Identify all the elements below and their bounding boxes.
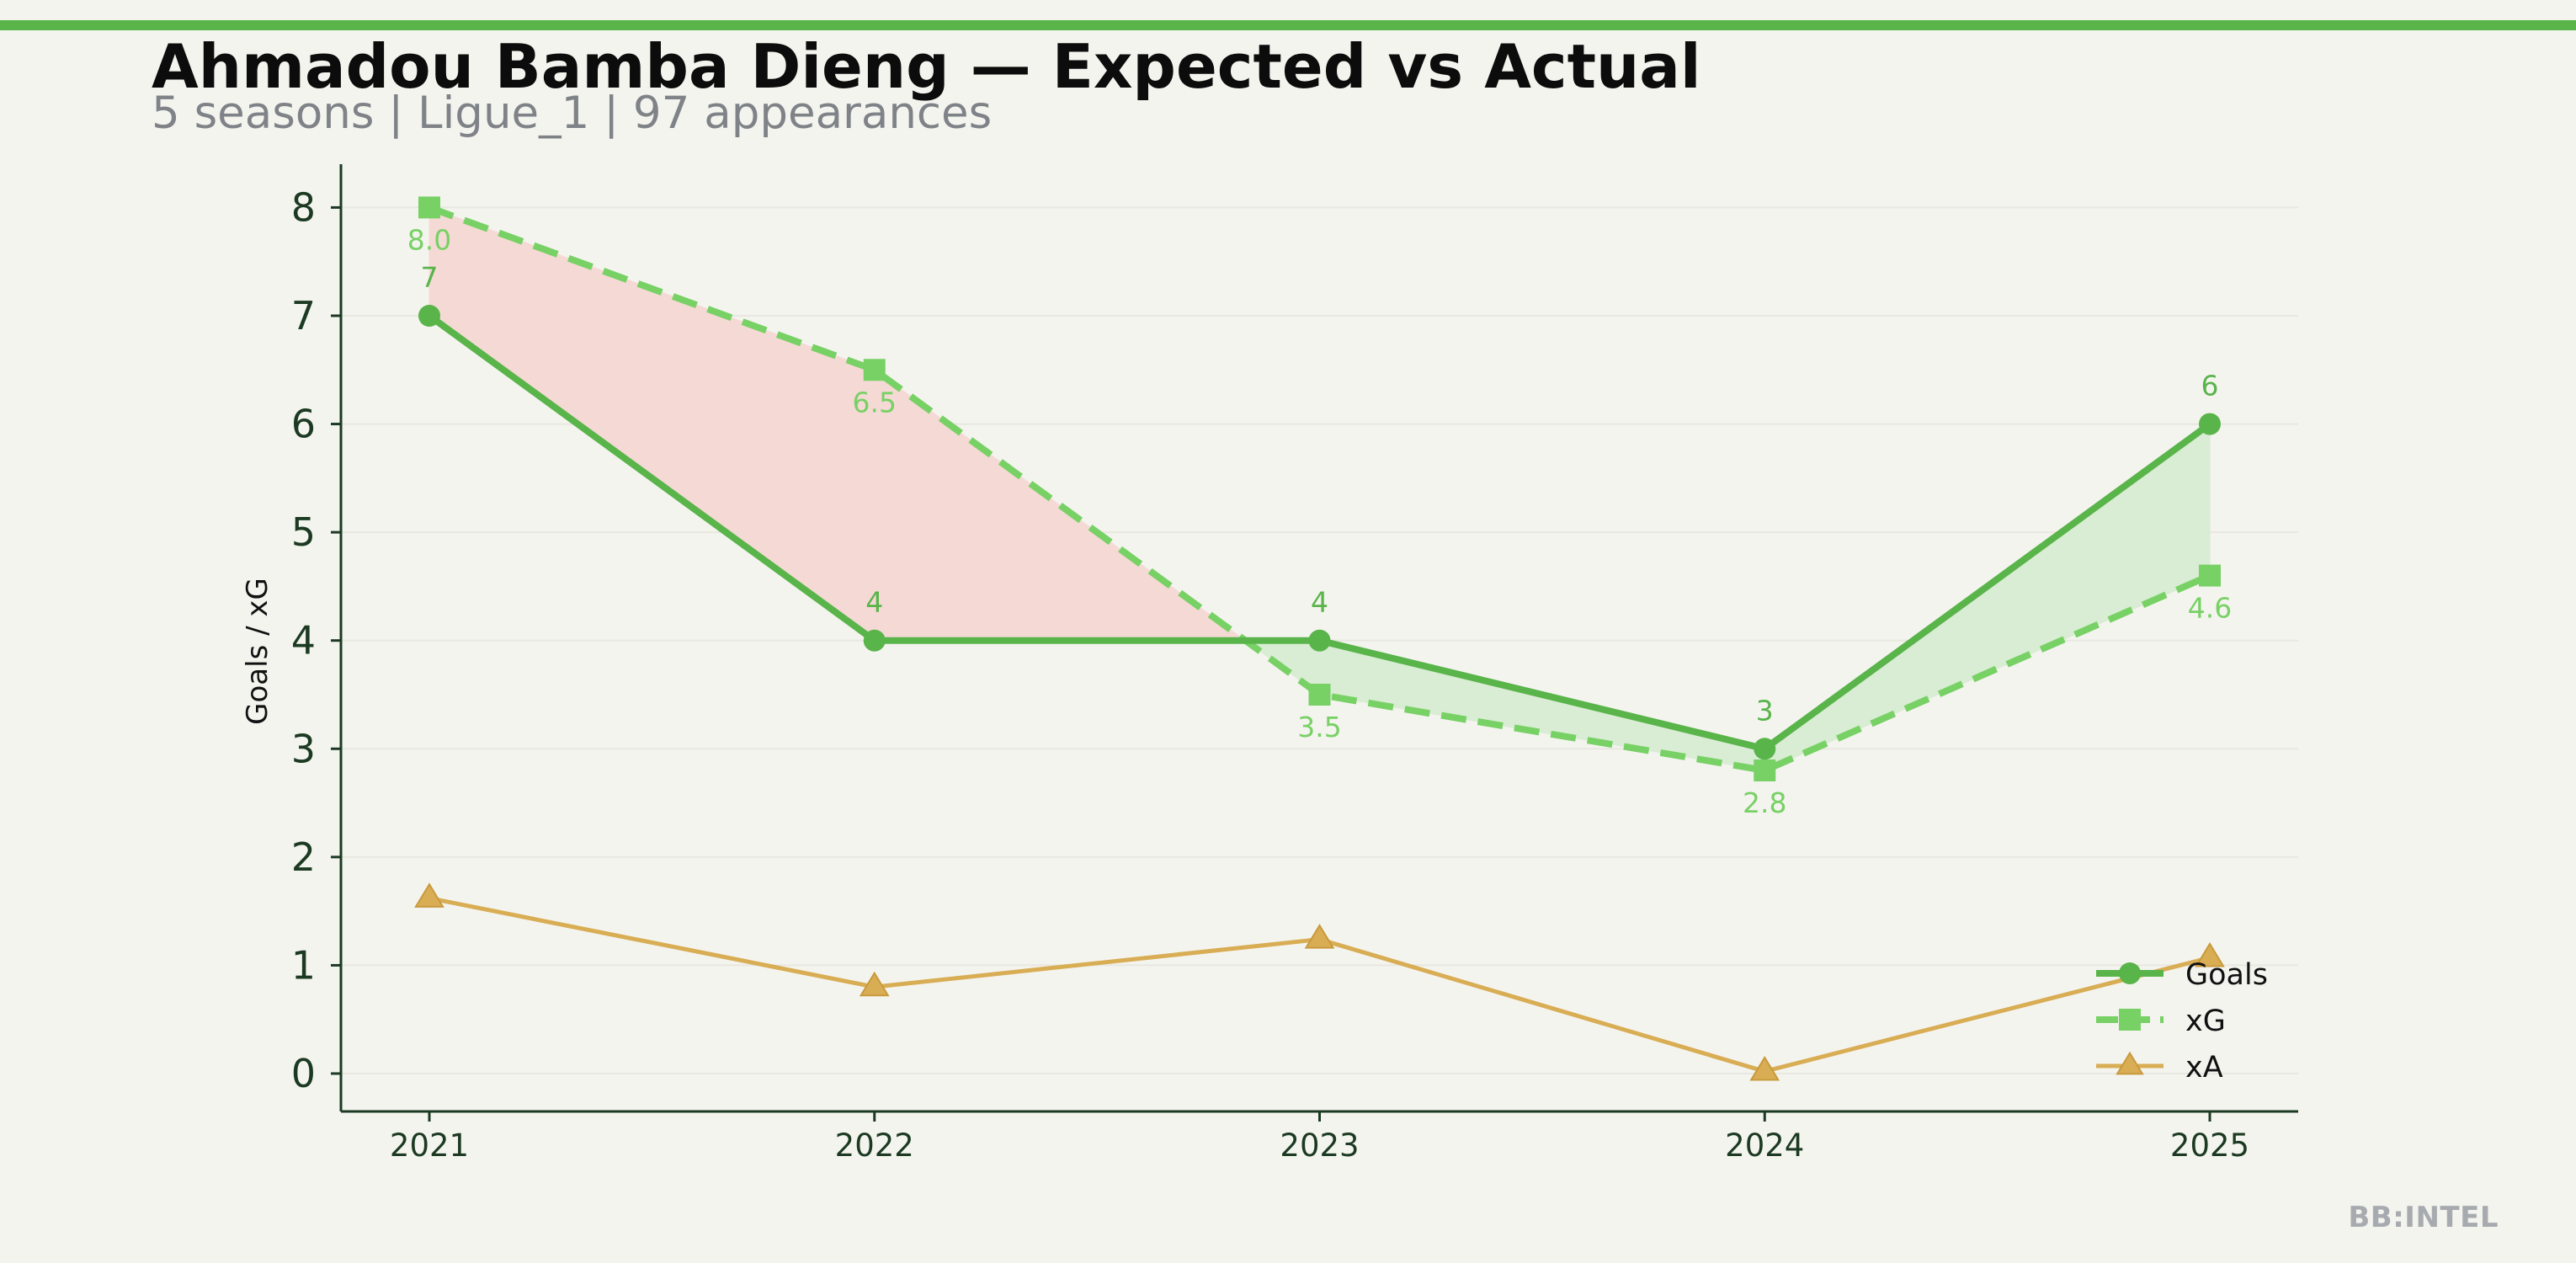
data-label-xg: 8.0 — [407, 223, 451, 256]
point-xg — [1308, 684, 1331, 706]
y-tick-label: 0 — [291, 1051, 316, 1096]
y-tick-label: 6 — [291, 402, 316, 447]
data-label-xg: 4.6 — [2188, 592, 2232, 625]
accent-bar — [0, 20, 2576, 30]
data-label-goals: 4 — [1311, 586, 1328, 619]
x-tick-label: 2023 — [1280, 1127, 1359, 1164]
legend-label-xg: xG — [2185, 1005, 2226, 1038]
point-goals — [863, 629, 886, 652]
point-xg — [418, 196, 440, 219]
point-goals — [1754, 738, 1776, 760]
watermark: BB:INTEL — [2348, 1201, 2499, 1234]
chart-subtitle: 5 seasons | Ligue_1 | 97 appearances — [152, 88, 993, 139]
legend-label-goals: Goals — [2185, 958, 2268, 992]
data-label-goals: 4 — [865, 586, 883, 619]
y-tick-label: 2 — [291, 834, 316, 880]
data-label-goals: 6 — [2201, 370, 2219, 402]
y-tick-label: 5 — [291, 509, 316, 555]
y-tick-label: 1 — [291, 942, 316, 988]
data-label-xg: 3.5 — [1297, 711, 1341, 743]
data-label-goals: 3 — [1756, 694, 1774, 727]
x-tick-label: 2022 — [835, 1127, 914, 1164]
x-tick-label: 2021 — [390, 1127, 469, 1164]
point-goals — [2199, 413, 2221, 435]
point-xa — [2195, 942, 2225, 967]
y-tick-label: 4 — [291, 618, 316, 663]
y-tick-label: 3 — [291, 726, 316, 771]
chart-title: Ahmadou Bamba Dieng — Expected vs Actual — [152, 31, 1701, 102]
point-xg — [863, 359, 886, 381]
legend: Goals xG xA — [2096, 958, 2268, 1084]
series-markers — [414, 196, 2225, 1081]
point-goals — [1308, 629, 1331, 652]
y-tick-label: 7 — [291, 293, 316, 338]
data-labels: 7 4 4 3 6 8.0 6.5 3.5 2.8 4.6 — [407, 223, 2232, 819]
point-goals — [418, 305, 440, 327]
data-label-xg: 6.5 — [853, 386, 897, 418]
point-xa — [859, 971, 890, 997]
legend-marker-xa — [2116, 1051, 2144, 1075]
point-xg — [1754, 759, 1776, 781]
legend-marker-xg — [2119, 1009, 2141, 1031]
point-xa — [1304, 924, 1335, 949]
x-tick-label: 2024 — [1725, 1127, 1804, 1164]
legend-marker-goals — [2119, 962, 2141, 984]
y-tick-label: 8 — [291, 184, 316, 230]
data-label-xg: 2.8 — [1743, 786, 1786, 819]
axes: 0 1 2 3 4 5 6 7 8 2021 2022 2023 2024 2025 Goals / xG — [241, 164, 2298, 1164]
x-tick-label: 2025 — [2170, 1127, 2249, 1164]
legend-label-xa: xA — [2185, 1051, 2223, 1084]
point-xa — [414, 882, 444, 908]
y-axis-label: Goals / xG — [241, 578, 274, 725]
data-label-goals: 7 — [421, 261, 439, 294]
point-xa — [1749, 1056, 1780, 1081]
point-xg — [2199, 564, 2221, 587]
